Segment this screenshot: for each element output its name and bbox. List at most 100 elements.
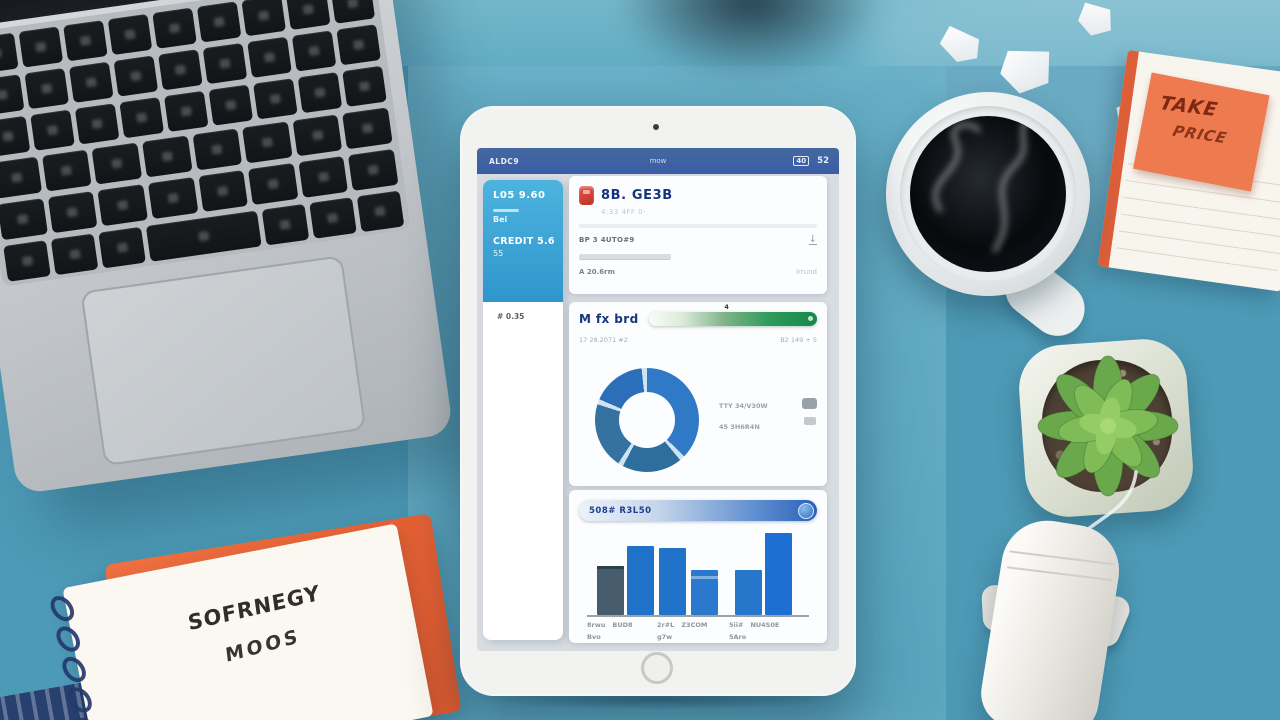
keyboard-key	[242, 121, 293, 164]
keyboard-key	[0, 115, 31, 158]
green-progress-bar: 4	[648, 303, 817, 326]
keyboard-key	[197, 170, 249, 213]
keyboard-key	[50, 233, 99, 276]
sidebar-item-rate[interactable]: # 0.35	[497, 312, 525, 321]
spiral-ring	[57, 652, 91, 687]
white-device	[976, 514, 1134, 720]
keyboard-key	[41, 149, 92, 192]
keyboard-key	[356, 190, 405, 233]
bar-label: 2r#L	[657, 621, 675, 629]
sidebar-item-sub[interactable]: Bei	[493, 215, 508, 224]
chart-baseline	[587, 615, 809, 617]
donut-hole	[619, 392, 675, 448]
spiral-notebook: SOFRNEGY MOOS	[45, 513, 462, 720]
card2-sub-left: 17 28.2071 #2	[579, 336, 628, 344]
card2-title: M fx brd	[579, 312, 639, 326]
bar-label: Bvo	[587, 633, 601, 641]
bar	[735, 570, 762, 615]
keyboard-key	[0, 74, 25, 116]
search-text: 508# R3L50	[589, 505, 652, 516]
keyboard-key	[348, 148, 399, 191]
card1-title: 8B. GE3B	[601, 188, 673, 203]
legend-icon-1[interactable]	[802, 398, 817, 409]
card1-row2-label: A 20.6rm	[579, 268, 615, 276]
sidebar: L05 9.60 Bei CREDIT 5.6 55 # 0.35	[483, 180, 563, 640]
sidebar-highlight-block: L05 9.60 Bei CREDIT 5.6 55	[483, 180, 563, 302]
keyboard-key	[202, 42, 248, 85]
sticky-note-line2: PRICE	[1170, 122, 1230, 148]
keyboard-key	[0, 198, 48, 241]
keyboard-key	[330, 0, 376, 24]
keyboard-key	[74, 103, 120, 145]
keyboard-key	[158, 49, 203, 91]
sidebar-item-credit[interactable]: CREDIT 5.6	[493, 236, 555, 247]
front-camera	[653, 124, 659, 130]
legend-entry-2: 45 3H6R4N	[719, 423, 760, 431]
keyboard-key	[163, 90, 209, 133]
tablet: ALDC9 mow 40 52 L05 9.60 Bei CREDIT 5.6 …	[460, 106, 856, 696]
card1-link-bar[interactable]	[579, 254, 671, 260]
keyboard-key	[113, 55, 159, 97]
search-button-icon[interactable]	[798, 502, 814, 519]
search-bar[interactable]: 508# R3L50	[579, 500, 817, 521]
keyboard-key	[68, 61, 114, 103]
spiral-rings	[45, 591, 116, 720]
notebook-text: SOFRNEGY MOOS	[139, 570, 377, 682]
coffee-mug	[886, 92, 1096, 347]
donut-chart	[595, 368, 699, 472]
bar-label: NU4S0E	[750, 621, 780, 629]
bar-label: g7w	[657, 633, 673, 641]
legend-entry-1: TTY 34/V30W	[719, 402, 768, 410]
keyboard-key	[47, 191, 98, 234]
app-title: ALDC9	[489, 156, 520, 166]
bar-label: 5Aro	[729, 633, 747, 641]
spiral-ring	[51, 621, 85, 657]
keyboard-key	[241, 0, 286, 37]
legend-icon-2[interactable]	[803, 417, 816, 425]
bar	[597, 565, 624, 615]
bar-chart-card: 508# R3L50 8rwu BUD8	[569, 490, 827, 643]
home-button[interactable]	[641, 652, 673, 684]
keyboard-key	[248, 163, 299, 206]
app-top-bar: ALDC9 mow 40 52	[477, 148, 839, 174]
keyboard-key	[342, 65, 387, 107]
bar-labels: 8rwu BUD8 Bvo 2r#L Z3COM g7w	[579, 621, 817, 651]
card1-row1-label: BP 3 4UTO#9	[579, 236, 635, 244]
keyboard-key	[141, 135, 193, 178]
steam	[932, 119, 1028, 253]
keyboard-key	[196, 1, 242, 43]
clock: 52	[817, 156, 829, 166]
spiral-ring	[45, 591, 79, 626]
download-icon[interactable]: ↓	[808, 234, 817, 245]
sticky-note-line1: TAKE	[1157, 92, 1221, 121]
sidebar-item-log[interactable]: L05 9.60	[493, 190, 546, 201]
bar	[691, 570, 718, 615]
bar	[659, 547, 686, 615]
card2-sub-right: B2 149 + 5	[780, 336, 817, 344]
bar-label: 8rwu	[587, 621, 606, 629]
succulent-plant	[1016, 336, 1198, 526]
keyboard-key	[18, 26, 64, 68]
keyboard-key	[98, 226, 146, 269]
red-app-icon	[579, 186, 594, 205]
keyboard-key	[292, 114, 343, 157]
keyboard-key	[3, 240, 51, 282]
keyboard-key	[24, 67, 70, 110]
keyboard-key	[297, 71, 343, 114]
keyboard-key	[63, 20, 108, 62]
tablet-screen: ALDC9 mow 40 52 L05 9.60 Bei CREDIT 5.6 …	[477, 148, 839, 651]
keyboard-key	[261, 203, 310, 246]
keyboard-key	[0, 32, 19, 74]
spiral-ring	[69, 713, 103, 720]
keyboard-key	[208, 84, 254, 126]
card1-row2-value: irrund	[796, 268, 817, 276]
keyboard-key	[192, 128, 243, 171]
progress-marker: 4	[724, 303, 729, 311]
bar-label: BUD8	[612, 621, 633, 629]
keyboard-key	[309, 197, 357, 239]
battery-indicator: 40	[793, 156, 810, 166]
laptop-trackpad	[80, 255, 367, 467]
keyboard-key	[0, 156, 42, 199]
top-bar-center-label: mow	[649, 157, 667, 165]
keyboard-key	[342, 107, 393, 150]
